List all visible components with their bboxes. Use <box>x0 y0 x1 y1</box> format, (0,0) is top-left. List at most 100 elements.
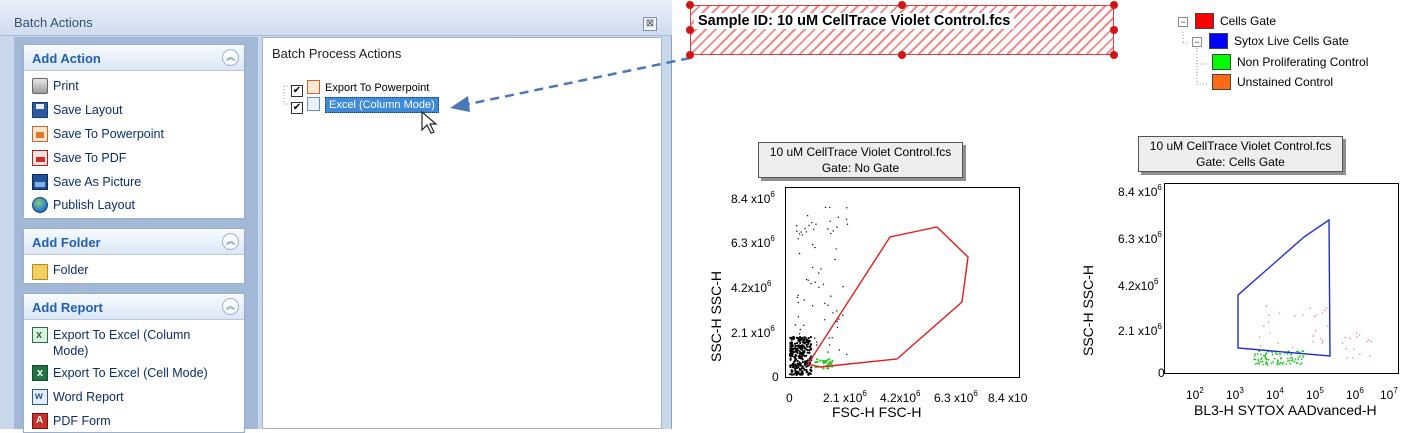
event-dot <box>1286 353 1289 355</box>
collapse-add-action-icon[interactable]: ︽ <box>222 49 239 66</box>
add-report-title: Add Report <box>32 300 103 315</box>
pdf-form-action[interactable]: PDF Form <box>32 413 111 429</box>
event-dot <box>798 233 801 235</box>
event-dot <box>1312 335 1314 337</box>
event-dot <box>1302 314 1304 316</box>
event-dot <box>794 367 797 370</box>
window-titlebar[interactable]: Batch Actions ⊠ <box>0 0 672 36</box>
plot2-canvas[interactable] <box>1164 183 1400 375</box>
event-dot <box>1356 336 1358 338</box>
event-dot <box>822 283 825 285</box>
event-dot <box>832 312 834 314</box>
event-dot <box>801 347 804 350</box>
event-dot <box>811 266 814 269</box>
add-action-header[interactable]: Add Action ︽ <box>24 45 244 71</box>
export-excel-cell-action[interactable]: Export To Excel (Cell Mode) <box>32 365 208 381</box>
event-dot <box>1290 359 1293 362</box>
event-dot <box>1276 363 1278 365</box>
event-dot <box>827 304 829 306</box>
event-dot <box>805 231 807 233</box>
word-report-action[interactable]: Word Report <box>32 389 124 405</box>
save-to-pdf-action[interactable]: Save To PDF <box>32 150 126 166</box>
event-dot <box>1327 325 1329 327</box>
event-dot <box>808 351 811 354</box>
batch-item-label: Export To Powerpoint <box>325 82 430 94</box>
add-report-header[interactable]: Add Report ︽ <box>24 294 244 320</box>
event-dot <box>830 361 833 365</box>
event-dot <box>1262 363 1265 366</box>
event-dot <box>1300 362 1303 365</box>
plot1-title[interactable]: 10 uM CellTrace Violet Control.fcs Gate:… <box>758 142 963 178</box>
expand-cells-gate-icon[interactable]: − <box>1178 17 1188 27</box>
tree-lines <box>283 85 292 105</box>
checkbox-export-powerpoint[interactable]: ✔ <box>291 85 303 97</box>
event-dot <box>846 223 849 225</box>
event-dot <box>805 371 808 374</box>
resize-handle[interactable] <box>1110 26 1118 34</box>
event-dot <box>1263 325 1265 327</box>
resize-handle[interactable] <box>686 26 694 34</box>
gate-item-unstained-control[interactable]: Unstained Control <box>1212 74 1333 90</box>
resize-handle[interactable] <box>898 51 906 59</box>
event-dot <box>824 206 827 209</box>
event-dot <box>807 373 810 376</box>
gate-item-sytox-live[interactable]: Sytox Live Cells Gate <box>1209 33 1349 49</box>
event-dot <box>794 359 797 362</box>
event-dot <box>794 345 797 348</box>
collapse-add-report-icon[interactable]: ︽ <box>222 298 239 315</box>
event-dot <box>1253 358 1256 360</box>
excel-icon <box>307 97 320 111</box>
save-to-powerpoint-action[interactable]: Save To Powerpoint <box>32 126 164 142</box>
event-dot <box>831 337 833 339</box>
batch-item-excel-column[interactable]: ✔ Excel (Column Mode) <box>291 97 439 114</box>
event-dot <box>807 279 809 281</box>
expand-sytox-gate-icon[interactable]: − <box>1192 37 1202 47</box>
event-dot <box>806 364 809 367</box>
batch-item-label-selected: Excel (Column Mode) <box>325 97 439 113</box>
cells-gate-polygon <box>806 226 969 368</box>
globe-icon <box>32 197 48 213</box>
print-action[interactable]: Print <box>32 78 79 94</box>
event-dot <box>1290 353 1292 355</box>
collapse-add-folder-icon[interactable]: ︽ <box>222 233 239 250</box>
event-dot <box>799 339 802 342</box>
event-dot <box>1366 340 1368 343</box>
resize-handle[interactable] <box>1110 51 1118 59</box>
event-dot <box>1260 353 1262 356</box>
resize-handle[interactable] <box>898 1 906 9</box>
event-dot <box>798 350 801 353</box>
folder-action[interactable]: Folder <box>32 262 88 280</box>
save-layout-action[interactable]: Save Layout <box>32 102 123 118</box>
event-dot <box>804 228 806 230</box>
resize-handle[interactable] <box>686 1 694 9</box>
plot2-title[interactable]: 10 uM CellTrace Violet Control.fcs Gate:… <box>1138 136 1343 172</box>
event-dot <box>800 371 803 374</box>
event-dot <box>1258 336 1261 338</box>
event-dot <box>794 372 797 375</box>
event-dot <box>790 354 794 357</box>
event-dot <box>1258 363 1260 365</box>
publish-layout-action[interactable]: Publish Layout <box>32 197 135 213</box>
event-dot <box>1256 353 1259 355</box>
plot2-xtick: 106 <box>1346 386 1364 402</box>
checkbox-excel-column[interactable]: ✔ <box>291 102 303 114</box>
gate-item-non-proliferating[interactable]: Non Proliferating Control <box>1212 54 1368 70</box>
event-dot <box>802 340 805 343</box>
batch-item-export-powerpoint[interactable]: ✔ Export To Powerpoint <box>291 80 429 97</box>
event-dot <box>1294 358 1297 361</box>
resize-handle[interactable] <box>686 51 694 59</box>
resize-handle[interactable] <box>1110 1 1118 9</box>
close-icon[interactable]: ⊠ <box>643 17 657 31</box>
event-dot <box>1262 354 1265 357</box>
event-dot <box>1370 340 1372 343</box>
plot2-title-gate: Gate: Cells Gate <box>1196 155 1285 169</box>
event-dot <box>828 358 831 361</box>
gate-item-cells[interactable]: Cells Gate <box>1195 13 1276 29</box>
event-dot <box>807 345 809 348</box>
event-dot <box>799 341 802 344</box>
event-dot <box>801 358 804 361</box>
add-folder-header[interactable]: Add Folder ︽ <box>24 229 244 255</box>
plot1-canvas[interactable] <box>785 187 1021 379</box>
save-as-picture-action[interactable]: Save As Picture <box>32 174 141 190</box>
